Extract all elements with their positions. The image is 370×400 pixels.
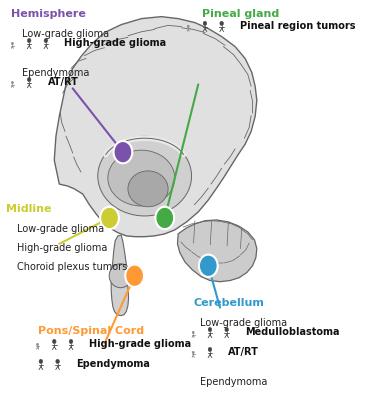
Circle shape xyxy=(155,207,174,229)
Polygon shape xyxy=(178,220,257,282)
Circle shape xyxy=(37,343,38,346)
Circle shape xyxy=(56,359,60,364)
Circle shape xyxy=(187,25,189,28)
Circle shape xyxy=(11,81,13,84)
Circle shape xyxy=(208,347,212,352)
Circle shape xyxy=(39,359,43,364)
Circle shape xyxy=(114,141,132,163)
Circle shape xyxy=(208,327,212,332)
Text: Medulloblastoma: Medulloblastoma xyxy=(245,327,340,337)
Text: Low-grade glioma: Low-grade glioma xyxy=(200,318,287,328)
Ellipse shape xyxy=(128,171,168,207)
Ellipse shape xyxy=(98,136,192,216)
Polygon shape xyxy=(54,17,257,237)
Circle shape xyxy=(225,327,229,332)
Circle shape xyxy=(69,339,73,344)
Text: High-grade glioma: High-grade glioma xyxy=(64,38,166,48)
Text: Choroid plexus tumors: Choroid plexus tumors xyxy=(17,262,128,272)
Text: AT/RT: AT/RT xyxy=(48,77,78,87)
Text: Low-grade glioma: Low-grade glioma xyxy=(17,224,105,234)
Circle shape xyxy=(53,339,56,344)
Circle shape xyxy=(100,207,119,229)
Text: Cerebellum: Cerebellum xyxy=(193,298,264,308)
Text: High-grade glioma: High-grade glioma xyxy=(90,339,192,349)
Text: Hemisphere: Hemisphere xyxy=(11,9,85,19)
Text: Ependymoma: Ependymoma xyxy=(76,359,150,369)
Circle shape xyxy=(27,78,31,82)
Circle shape xyxy=(192,351,194,354)
Circle shape xyxy=(199,255,218,277)
Text: Pineal region tumors: Pineal region tumors xyxy=(240,21,356,31)
Ellipse shape xyxy=(109,264,132,288)
Circle shape xyxy=(125,264,144,287)
Text: AT/RT: AT/RT xyxy=(228,347,259,357)
Text: Midline: Midline xyxy=(6,204,51,214)
Text: Pineal gland: Pineal gland xyxy=(202,9,279,19)
Ellipse shape xyxy=(108,150,175,206)
Circle shape xyxy=(203,21,207,26)
Text: Pons/Spinal Cord: Pons/Spinal Cord xyxy=(37,326,144,336)
Text: High-grade glioma: High-grade glioma xyxy=(17,243,108,253)
Circle shape xyxy=(27,38,31,43)
Polygon shape xyxy=(111,235,129,316)
Circle shape xyxy=(11,42,13,45)
Circle shape xyxy=(220,21,223,26)
Text: Low-grade glioma: Low-grade glioma xyxy=(23,28,110,38)
Circle shape xyxy=(44,38,48,43)
Text: Ependymoma: Ependymoma xyxy=(23,68,90,78)
Circle shape xyxy=(192,331,194,334)
Text: Ependymoma: Ependymoma xyxy=(200,376,267,386)
